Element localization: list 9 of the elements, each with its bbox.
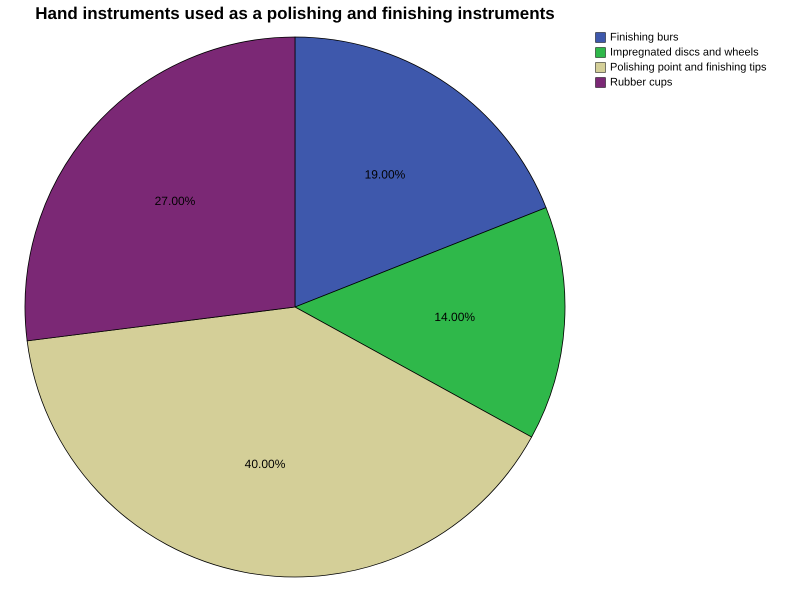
data-label: 19.00% xyxy=(364,168,406,182)
data-label: 40.00% xyxy=(244,457,286,472)
legend-label: Polishing point and finishing tips xyxy=(610,62,768,74)
chart-title: Hand instruments used as a polishing and finishing instruments xyxy=(35,4,555,23)
data-label: 27.00% xyxy=(154,194,196,208)
data-label: 14.00% xyxy=(434,310,476,324)
legend-label: Impregnated discs and wheels xyxy=(610,46,760,58)
legend-label: Finishing burs xyxy=(610,32,679,44)
legend-label: Rubber cups xyxy=(610,76,673,88)
